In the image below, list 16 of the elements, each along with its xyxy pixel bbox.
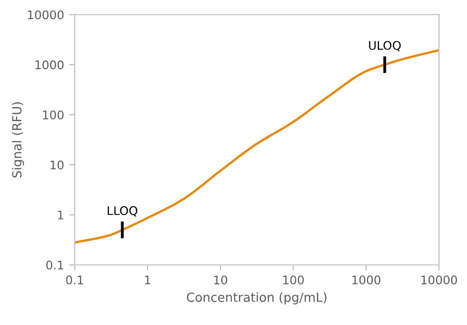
- y-tick-label: 10000: [28, 10, 64, 20]
- y-tick-label: 10: [50, 160, 64, 170]
- y-axis-title: Signal (RFU): [12, 102, 24, 178]
- annotation: ULOQ: [369, 40, 401, 52]
- x-tick-label: 10: [214, 276, 228, 284]
- y-tick-label: 100: [43, 110, 64, 120]
- x-tick-label: 1000: [352, 276, 380, 284]
- x-tick-label: 100: [283, 276, 304, 284]
- x-tick-label: 10000: [422, 276, 457, 284]
- y-tick-label: 1000: [36, 60, 64, 70]
- x-tick-label: 0.1: [66, 276, 84, 284]
- annotation: LLOQ: [108, 206, 138, 216]
- x-axis-title: Concentration (pg/mL): [186, 292, 326, 304]
- y-tick-label: 0.1: [46, 260, 64, 270]
- x-tick-label: 1: [145, 276, 150, 284]
- y-tick-label: 1: [58, 210, 64, 220]
